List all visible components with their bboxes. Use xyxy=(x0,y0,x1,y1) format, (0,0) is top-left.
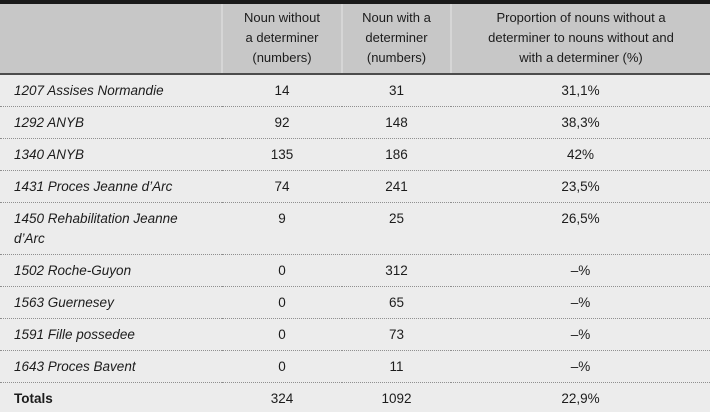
header-noun-without-determiner: Noun without a determiner (numbers) xyxy=(221,2,342,75)
header-noun-with-determiner: Noun with a determiner (numbers) xyxy=(341,2,451,75)
row-label: 1591 Fille possedee xyxy=(0,318,222,351)
table-row: 1502 Roche-Guyon 0 312 –% xyxy=(0,254,710,287)
noun-without-value: 9 xyxy=(222,202,342,255)
row-label: 1292 ANYB xyxy=(0,106,222,139)
proportion-value: –% xyxy=(451,254,710,287)
noun-without-value: 0 xyxy=(222,350,342,383)
noun-with-value: 312 xyxy=(342,254,451,287)
noun-with-value: 241 xyxy=(342,170,451,203)
proportion-value: 42% xyxy=(451,138,710,171)
totals-row: Totals 324 1092 22,9% xyxy=(0,382,710,412)
proportion-value: –% xyxy=(451,286,710,319)
row-label: 1502 Roche-Guyon xyxy=(0,254,222,287)
noun-without-value: 74 xyxy=(222,170,342,203)
noun-without-value: 135 xyxy=(222,138,342,171)
row-label: 1340 ANYB xyxy=(0,138,222,171)
noun-with-value: 65 xyxy=(342,286,451,319)
proportion-value: –% xyxy=(451,318,710,351)
row-label: 1431 Proces Jeanne d’Arc xyxy=(0,170,222,203)
noun-with-value: 11 xyxy=(342,350,451,383)
proportion-value: –% xyxy=(451,350,710,383)
totals-noun-without: 324 xyxy=(222,382,342,412)
table-row: 1450 Rehabilitation Jeanne d’Arc 9 25 26… xyxy=(0,202,710,255)
noun-with-value: 25 xyxy=(342,202,451,255)
totals-proportion: 22,9% xyxy=(451,382,710,412)
noun-with-value: 73 xyxy=(342,318,451,351)
proportion-value: 38,3% xyxy=(451,106,710,139)
table-row: 1207 Assises Normandie 14 31 31,1% xyxy=(0,74,710,107)
noun-without-value: 92 xyxy=(222,106,342,139)
table-row: 1563 Guernesey 0 65 –% xyxy=(0,286,710,319)
totals-noun-with: 1092 xyxy=(342,382,451,412)
table-row: 1431 Proces Jeanne d’Arc 74 241 23,5% xyxy=(0,170,710,203)
header-empty-cell xyxy=(0,2,222,75)
proportion-value: 26,5% xyxy=(451,202,710,255)
row-label: 1207 Assises Normandie xyxy=(14,83,164,98)
table-row: 1643 Proces Bavent 0 11 –% xyxy=(0,350,710,383)
noun-without-value: 0 xyxy=(222,318,342,351)
noun-without-value: 0 xyxy=(222,254,342,287)
row-label: 1643 Proces Bavent xyxy=(0,350,222,383)
table-row: 1591 Fille possedee 0 73 –% xyxy=(0,318,710,351)
proportion-value: 23,5% xyxy=(451,170,710,203)
row-label: 1450 Rehabilitation Jeanne d’Arc xyxy=(0,202,222,255)
row-label: 1563 Guernesey xyxy=(0,286,222,319)
noun-with-value: 148 xyxy=(342,106,451,139)
table-row: 1340 ANYB 135 186 42% xyxy=(0,138,710,171)
header-proportion: Proportion of nouns without a determiner… xyxy=(450,2,710,75)
proportion-value: 31,1% xyxy=(561,83,600,98)
table-row: 1292 ANYB 92 148 38,3% xyxy=(0,106,710,139)
noun-without-value: 14 xyxy=(274,83,290,98)
noun-with-value: 31 xyxy=(388,83,405,98)
totals-label: Totals xyxy=(0,382,222,412)
header-row: Noun without a determiner (numbers) Noun… xyxy=(0,2,710,75)
noun-with-value: 186 xyxy=(342,138,451,171)
noun-without-value: 0 xyxy=(222,286,342,319)
